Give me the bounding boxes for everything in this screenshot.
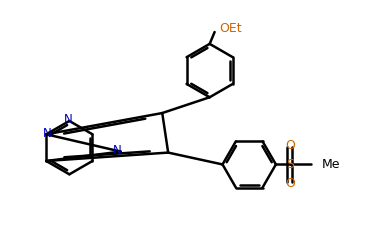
Text: Me: Me (321, 158, 340, 171)
Text: N: N (112, 144, 121, 157)
Text: O: O (285, 139, 295, 152)
Text: N: N (43, 127, 51, 140)
Text: N: N (64, 114, 73, 126)
Text: OEt: OEt (219, 22, 242, 35)
Text: O: O (285, 177, 295, 190)
Text: S: S (286, 158, 294, 171)
